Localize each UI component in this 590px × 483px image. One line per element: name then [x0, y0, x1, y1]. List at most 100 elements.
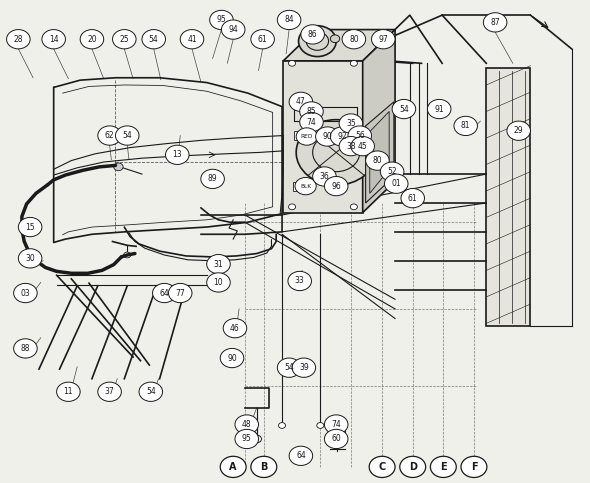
Circle shape: [301, 25, 324, 44]
Text: 33: 33: [295, 276, 304, 285]
Circle shape: [251, 29, 274, 49]
Text: 03: 03: [21, 288, 30, 298]
Text: 48: 48: [242, 420, 251, 429]
Circle shape: [330, 35, 340, 43]
Text: 25: 25: [120, 35, 129, 44]
Circle shape: [114, 163, 123, 170]
Text: 81: 81: [461, 121, 470, 130]
Text: D: D: [409, 462, 417, 472]
Text: 77: 77: [175, 288, 185, 298]
Circle shape: [483, 13, 507, 32]
Circle shape: [201, 169, 224, 188]
Text: 90: 90: [227, 354, 237, 363]
Text: 61: 61: [258, 35, 267, 44]
Circle shape: [166, 145, 189, 164]
Circle shape: [296, 120, 376, 185]
Polygon shape: [486, 68, 530, 326]
Text: 11: 11: [64, 387, 73, 396]
Circle shape: [306, 32, 329, 50]
Text: 91: 91: [434, 104, 444, 114]
Circle shape: [351, 137, 375, 156]
Circle shape: [221, 20, 245, 39]
Circle shape: [350, 204, 358, 210]
Circle shape: [400, 456, 425, 478]
Text: 95: 95: [217, 15, 227, 25]
Text: 92: 92: [337, 132, 347, 141]
Text: 85: 85: [307, 107, 316, 116]
Text: 14: 14: [49, 35, 58, 44]
Circle shape: [235, 429, 258, 449]
Circle shape: [220, 348, 244, 368]
Text: 54: 54: [149, 35, 159, 44]
Circle shape: [350, 60, 358, 66]
Circle shape: [401, 188, 424, 208]
Text: 46: 46: [230, 324, 240, 333]
Circle shape: [220, 456, 246, 478]
Circle shape: [289, 446, 313, 466]
Text: 89: 89: [208, 174, 217, 184]
Text: 10: 10: [214, 278, 223, 287]
Circle shape: [292, 358, 316, 377]
Text: 20: 20: [87, 35, 97, 44]
Polygon shape: [366, 102, 394, 203]
Text: 13: 13: [172, 150, 182, 159]
Circle shape: [313, 133, 360, 171]
Circle shape: [98, 126, 122, 145]
Circle shape: [296, 128, 317, 145]
Text: 15: 15: [25, 223, 35, 231]
Circle shape: [124, 252, 131, 258]
Text: 64: 64: [296, 451, 306, 460]
Text: 87: 87: [490, 18, 500, 27]
Circle shape: [277, 358, 301, 377]
Circle shape: [139, 382, 163, 401]
Circle shape: [169, 284, 192, 303]
FancyBboxPatch shape: [330, 426, 345, 434]
Circle shape: [381, 162, 404, 181]
Circle shape: [366, 151, 389, 170]
Text: BLK: BLK: [300, 184, 311, 189]
Text: 38: 38: [346, 142, 356, 151]
Circle shape: [289, 92, 313, 112]
Text: 52: 52: [387, 167, 397, 176]
Text: 31: 31: [214, 260, 223, 269]
Text: 39: 39: [299, 363, 309, 372]
Circle shape: [316, 127, 339, 146]
Circle shape: [98, 382, 122, 401]
Text: 54: 54: [122, 131, 132, 140]
Text: 54: 54: [146, 387, 156, 396]
Text: 64: 64: [159, 288, 169, 298]
FancyBboxPatch shape: [293, 182, 313, 191]
Text: 37: 37: [104, 387, 114, 396]
Circle shape: [454, 116, 477, 136]
Circle shape: [427, 99, 451, 119]
Text: 41: 41: [187, 35, 197, 44]
Circle shape: [57, 382, 80, 401]
Polygon shape: [283, 29, 395, 61]
Circle shape: [206, 273, 230, 292]
Text: 54: 54: [399, 104, 409, 114]
Circle shape: [330, 127, 354, 146]
Polygon shape: [283, 61, 363, 213]
Circle shape: [277, 10, 301, 29]
Text: 94: 94: [228, 25, 238, 34]
Text: E: E: [440, 462, 447, 472]
Text: 80: 80: [349, 35, 359, 44]
Text: 80: 80: [373, 156, 382, 165]
Circle shape: [372, 29, 395, 49]
Circle shape: [235, 415, 258, 434]
Circle shape: [142, 29, 166, 49]
Polygon shape: [363, 29, 395, 213]
Text: 61: 61: [408, 194, 418, 203]
Circle shape: [42, 29, 65, 49]
Circle shape: [153, 284, 176, 303]
Circle shape: [6, 29, 30, 49]
Text: 29: 29: [514, 126, 523, 135]
Text: B: B: [260, 462, 267, 472]
Polygon shape: [370, 112, 389, 193]
Text: 28: 28: [14, 35, 23, 44]
Circle shape: [80, 29, 104, 49]
FancyBboxPatch shape: [294, 131, 313, 141]
Text: 47: 47: [296, 98, 306, 106]
Circle shape: [295, 177, 316, 195]
Circle shape: [278, 423, 286, 428]
